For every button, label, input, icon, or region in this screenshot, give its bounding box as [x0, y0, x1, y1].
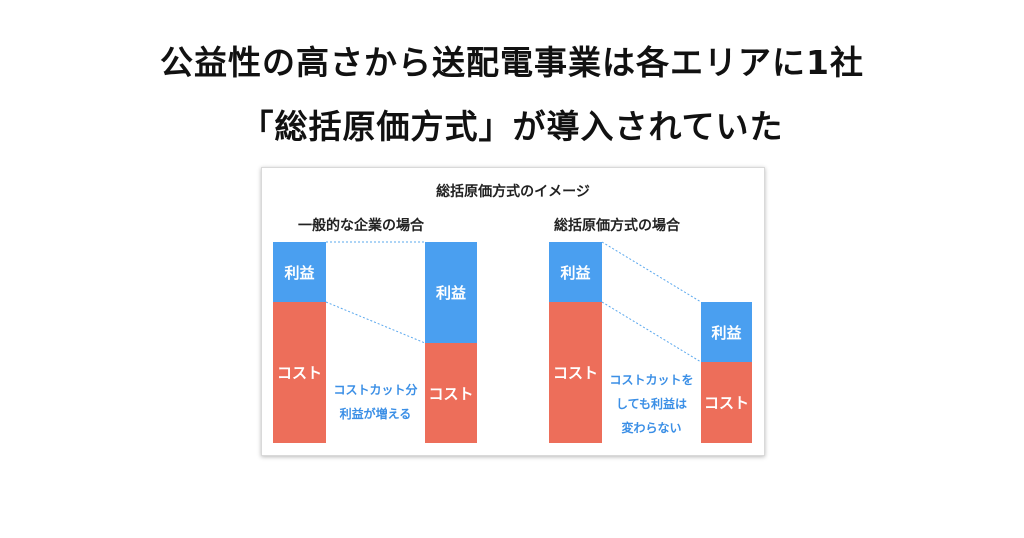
right-note: コストカットを しても利益は 変わらない — [602, 368, 701, 440]
right-bar1-cost: コスト — [549, 302, 602, 443]
connector-lines — [325, 241, 702, 363]
left-bar2-cost: コスト — [425, 343, 477, 443]
left-note-line-1: コストカット分 — [333, 383, 418, 397]
right-bar2-profit: 利益 — [701, 302, 752, 362]
left-bar1-cost: コスト — [273, 302, 326, 443]
section-title-cost-based: 総括原価方式の場合 — [554, 218, 680, 234]
right-note-line-3: 変わらない — [621, 421, 682, 435]
headline-line-1: 公益性の高さから送配電事業は各エリアに1社 — [160, 43, 864, 82]
diagram-title: 総括原価方式のイメージ — [436, 184, 590, 200]
left-note-line-2: 利益が増える — [339, 407, 412, 421]
right-bar1-profit: 利益 — [549, 242, 602, 302]
left-note: コストカット分 利益が増える — [326, 378, 425, 426]
connector-right-bottom — [601, 301, 702, 363]
left-bar1-profit: 利益 — [273, 242, 326, 302]
section-title-general: 一般的な企業の場合 — [298, 218, 424, 234]
connector-right-top — [601, 241, 702, 303]
connector-left-bottom — [325, 301, 426, 344]
right-note-line-1: コストカットを — [609, 373, 694, 387]
diagram-panel: 総括原価方式のイメージ 一般的な企業の場合 総括原価方式の場合 利益 コスト 利… — [261, 167, 765, 456]
right-note-line-2: しても利益は — [615, 397, 688, 411]
left-bar2-profit: 利益 — [425, 242, 477, 343]
right-bar2-cost: コスト — [701, 362, 752, 443]
headline-line-2: 「総括原価方式」が導入されていた — [240, 107, 784, 146]
